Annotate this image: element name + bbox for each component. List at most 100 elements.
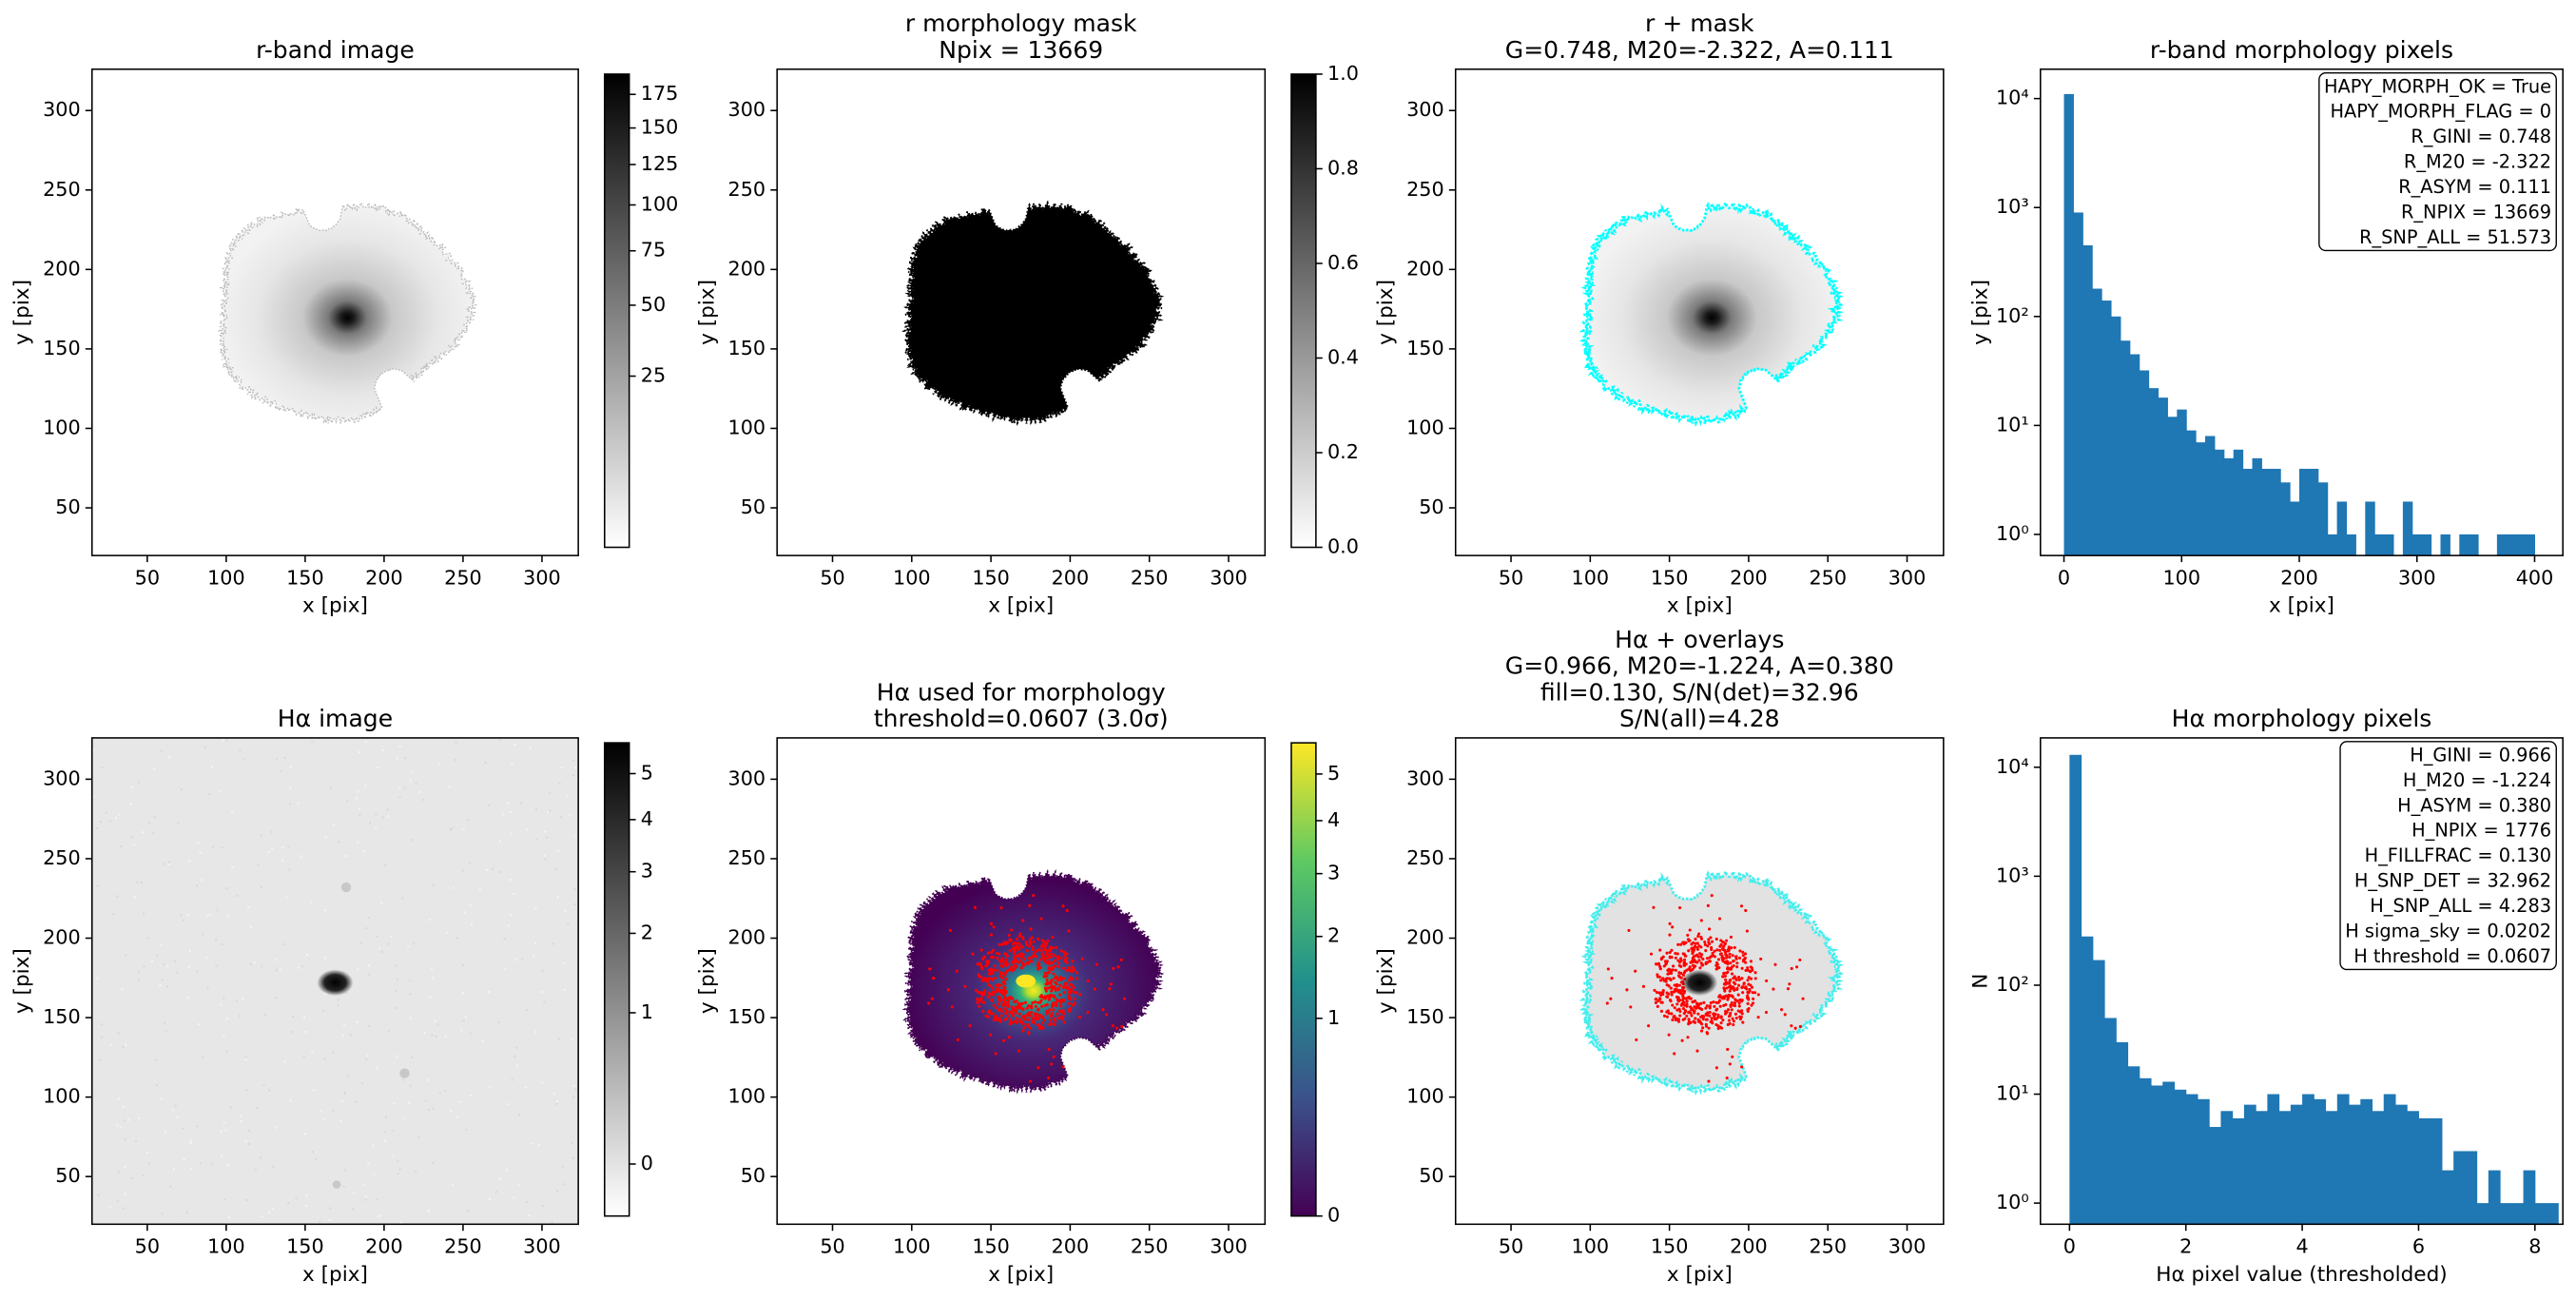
red-pixel <box>1671 925 1675 929</box>
noise <box>197 841 200 844</box>
y-axis-label: N <box>1969 974 1993 989</box>
red-pixel <box>982 990 987 994</box>
noise <box>397 1173 399 1175</box>
noise <box>488 1197 492 1200</box>
red-pixel <box>1729 961 1733 965</box>
noise <box>429 996 432 999</box>
noise <box>404 757 407 760</box>
noise <box>242 998 244 1000</box>
red-pixel <box>1724 1002 1728 1007</box>
red-pixel <box>1042 954 1046 959</box>
red-pixel <box>1708 927 1712 931</box>
red-pixel <box>1740 999 1744 1003</box>
red-pixel <box>1730 1008 1733 1012</box>
red-pixel <box>1693 1011 1696 1015</box>
red-pixel <box>1695 946 1699 950</box>
noise <box>343 1093 346 1096</box>
y-tick-label: 50 <box>741 1164 765 1187</box>
noise <box>358 750 360 754</box>
red-pixel <box>1021 919 1025 922</box>
noise <box>226 1164 229 1167</box>
red-pixel <box>1073 997 1076 1000</box>
red-pixel <box>1014 1019 1017 1023</box>
noise <box>151 960 154 963</box>
red-pixel <box>1683 1003 1687 1007</box>
red-pixel <box>1068 991 1072 995</box>
hist-bar <box>2506 534 2517 556</box>
noise <box>356 1020 358 1023</box>
red-pixel <box>1050 985 1054 989</box>
colorbar-tick-label: 4 <box>641 807 653 830</box>
noise <box>424 1099 427 1102</box>
red-pixel <box>1007 933 1011 937</box>
noise <box>541 1205 544 1208</box>
red-pixel <box>1120 1024 1124 1029</box>
red-pixel <box>1731 954 1734 958</box>
red-pixel <box>1007 1004 1011 1008</box>
noise <box>383 863 387 866</box>
red-pixel <box>1733 1001 1737 1005</box>
noise <box>289 786 292 789</box>
noise <box>571 1141 573 1144</box>
noise <box>238 1015 241 1018</box>
noise <box>524 1086 528 1089</box>
noise <box>366 1055 369 1057</box>
colorbar-tick-label: 1 <box>1327 1006 1340 1029</box>
noise <box>225 1018 228 1020</box>
noise <box>262 1084 265 1087</box>
red-pixel <box>977 990 980 995</box>
red-pixel <box>1695 941 1699 945</box>
red-pixel <box>1670 990 1674 994</box>
red-pixel <box>987 1015 991 1019</box>
red-pixel <box>1716 1013 1720 1017</box>
noise <box>332 1051 335 1054</box>
y-tick-label: 150 <box>1406 337 1444 359</box>
noise <box>568 814 571 817</box>
noise <box>376 1067 378 1070</box>
red-pixel <box>1701 1026 1705 1030</box>
panel-title: G=0.748, M20=-2.322, A=0.111 <box>1505 36 1894 64</box>
red-pixel <box>1075 971 1079 975</box>
noise <box>142 1174 145 1176</box>
x-tick-label: 400 <box>2516 566 2554 589</box>
noise <box>168 756 171 759</box>
red-pixel <box>1022 1026 1026 1030</box>
red-pixel <box>1661 992 1665 997</box>
noise <box>513 743 516 746</box>
noise <box>169 1185 172 1188</box>
red-pixel <box>1080 957 1084 960</box>
red-pixel <box>1691 957 1695 960</box>
red-pixel <box>1667 992 1671 996</box>
hist-bar <box>2104 1018 2117 1225</box>
noise <box>223 1121 225 1124</box>
noise <box>408 1101 411 1104</box>
red-pixel <box>1725 939 1729 942</box>
red-pixel <box>1016 1006 1019 1010</box>
hist-bar <box>2302 1094 2315 1225</box>
noise <box>462 869 465 872</box>
red-pixel <box>995 951 998 956</box>
red-pixel <box>983 979 988 982</box>
red-pixel <box>1036 960 1040 965</box>
panel-title: Hα image <box>278 705 393 732</box>
red-pixel <box>1059 949 1063 953</box>
noise <box>268 1089 271 1092</box>
noise <box>117 1032 120 1035</box>
y-tick-label: 150 <box>43 1005 81 1028</box>
red-pixel <box>974 988 978 992</box>
noise <box>411 839 415 842</box>
annotation-line: H_NPIX = 1776 <box>2411 820 2551 842</box>
noise <box>188 860 191 863</box>
noise <box>141 831 145 834</box>
colorbar-tick-label: 0.2 <box>1327 440 1359 463</box>
noise <box>122 1207 125 1210</box>
noise <box>401 897 404 900</box>
red-pixel <box>1728 989 1732 993</box>
red-pixel <box>1735 965 1739 969</box>
red-pixel <box>1026 1024 1030 1028</box>
red-pixel <box>1692 1019 1695 1023</box>
noise <box>390 935 393 938</box>
red-pixel <box>1702 1000 1706 1004</box>
red-pixel <box>993 1015 997 1019</box>
